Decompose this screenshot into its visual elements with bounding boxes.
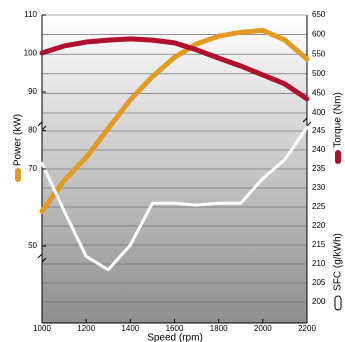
y2-tick-label: 210 [312, 259, 326, 268]
y-tick-label: 80 [28, 126, 37, 135]
x-tick-label: 1800 [210, 324, 228, 333]
x-axis-label: Speed (rpm) [147, 333, 203, 342]
y2-tick-label: 215 [312, 240, 326, 249]
y2-tick-label: 600 [312, 30, 326, 39]
legend-swatch [334, 295, 342, 311]
y-tick-label: 90 [28, 87, 37, 96]
legend-swatch [15, 168, 21, 182]
legend-label: Torque (Nm) [333, 92, 344, 148]
x-tick-label: 1600 [166, 324, 184, 333]
y2-tick-label: 240 [312, 145, 326, 154]
y2-tick-label: 450 [312, 89, 326, 98]
y2-tick-label: 400 [312, 108, 326, 117]
x-tick-label: 2200 [298, 324, 316, 333]
x-tick-label: 1200 [77, 324, 95, 333]
x-tick-label: 1400 [121, 324, 139, 333]
y2-tick-label: 205 [312, 278, 326, 287]
series-line [40, 125, 309, 272]
y2-tick-label: 500 [312, 69, 326, 78]
y2-tick-label: 200 [312, 297, 326, 306]
x-tick-label: 2000 [254, 324, 272, 333]
y2-tick-label: 235 [312, 164, 326, 173]
legend-label: Power (kW) [13, 114, 24, 166]
series-line [39, 36, 310, 102]
y2-tick-label: 230 [312, 183, 326, 192]
y2-tick-label: 220 [312, 221, 326, 230]
axis-break [302, 116, 312, 128]
series-line [39, 27, 310, 214]
y-tick-label: 70 [28, 164, 37, 173]
y-tick-label: 50 [28, 241, 37, 250]
y-tick-label: 100 [24, 49, 38, 58]
axis-break [37, 120, 47, 264]
y2-tick-label: 245 [312, 126, 326, 135]
x-tick-label: 1000 [33, 324, 51, 333]
y2-tick-label: 225 [312, 202, 326, 211]
y2-tick-label: 650 [312, 10, 326, 19]
legend-label: SFC (g/kWh) [333, 233, 344, 291]
legend-swatch [335, 150, 341, 164]
y2-tick-label: 550 [312, 49, 326, 58]
y-tick-label: 110 [24, 10, 37, 19]
